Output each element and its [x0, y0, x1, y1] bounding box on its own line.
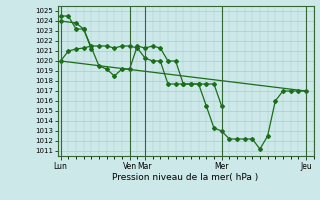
X-axis label: Pression niveau de la mer( hPa ): Pression niveau de la mer( hPa )	[112, 173, 259, 182]
